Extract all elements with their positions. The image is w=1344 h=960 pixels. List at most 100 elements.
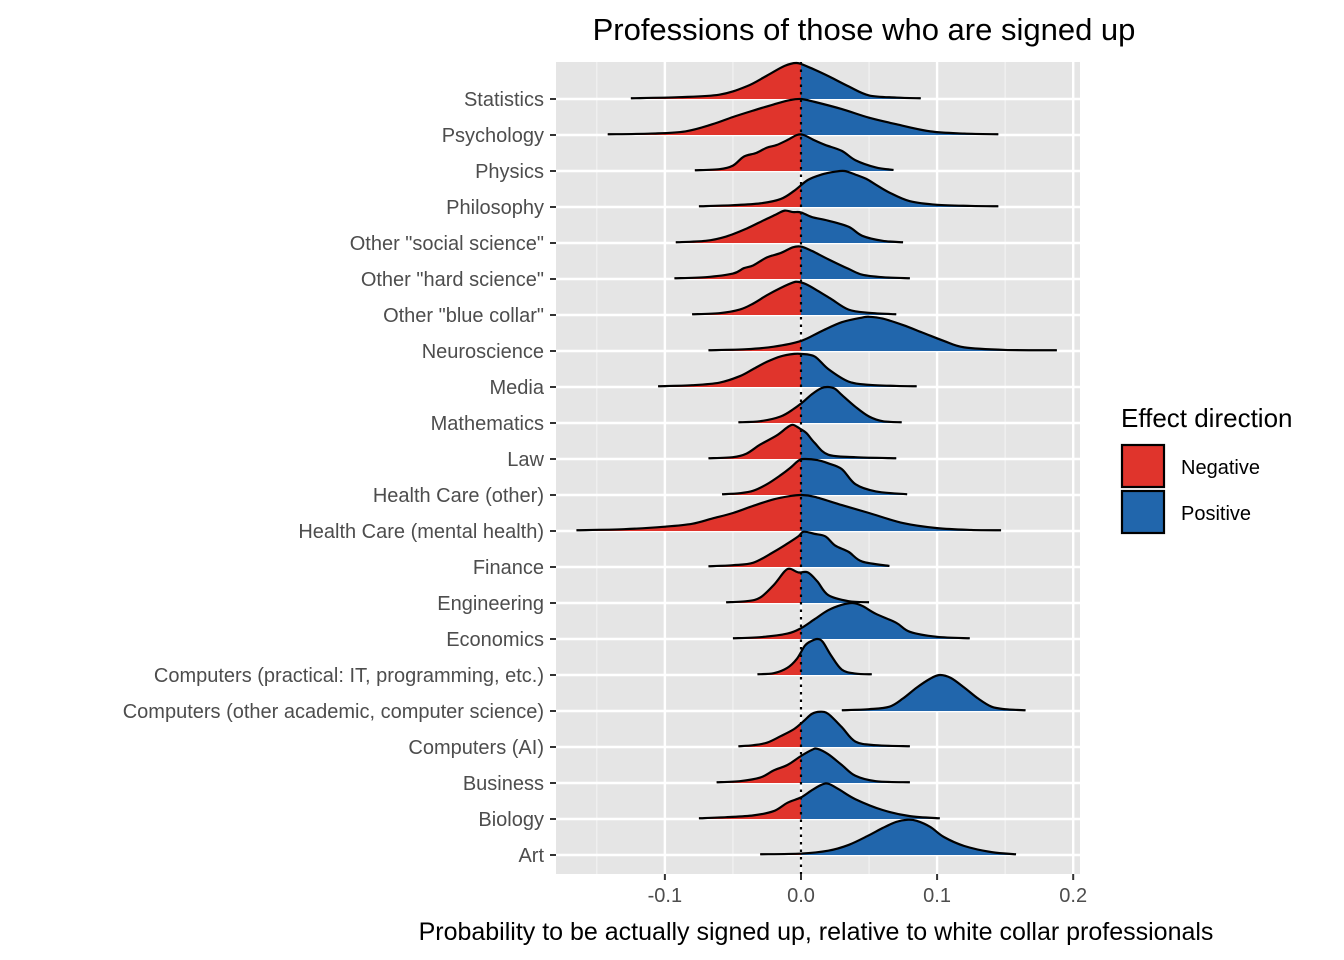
ridge (692, 280, 897, 316)
ridge (576, 493, 1002, 532)
x-tick-label: 0.2 (1059, 885, 1087, 907)
y-tick-label: Other "social science" (350, 233, 544, 255)
ridge-outline (732, 601, 970, 640)
y-tick-label: Philosophy (446, 197, 544, 219)
ridge-outline (708, 423, 897, 460)
ridge-positive-fill (800, 495, 1002, 531)
y-axis: Statistics Psychology Physics Philosophy Oth… (123, 89, 556, 867)
ridge-positive-fill (800, 212, 904, 243)
ridge-outline (841, 673, 1026, 712)
legend-label: Negative (1181, 457, 1260, 479)
y-tick-label: Computers (other academic, computer scie… (123, 701, 544, 723)
ridge-outline (658, 352, 917, 388)
y-tick-label: Finance (473, 557, 544, 579)
ridge-negative-fill (576, 495, 801, 531)
ridge-negative-fill (732, 628, 801, 639)
y-tick-label: Computers (AI) (408, 737, 544, 759)
ridge-positive-fill (800, 531, 890, 567)
ridge-negative-fill (630, 62, 801, 99)
ridge-positive-fill (800, 748, 910, 783)
ridge-positive-fill (800, 282, 897, 315)
ridge-outline (694, 133, 894, 172)
x-tick-label: -0.1 (648, 885, 682, 907)
legend-key (1120, 489, 1166, 535)
ridge-outline (716, 747, 910, 784)
x-tick-label: 0.0 (787, 885, 815, 907)
legend-items: Negative Positive (1120, 443, 1260, 535)
ridge-positive-fill (800, 783, 940, 819)
ridge (708, 423, 897, 460)
ridge (757, 637, 872, 676)
ridge (732, 601, 970, 640)
ridge (726, 567, 870, 604)
y-tick-label: Biology (478, 809, 544, 831)
ridge-negative-fill (708, 340, 801, 351)
ridge-negative-fill (708, 424, 801, 459)
y-tick-label: Other "hard science" (361, 269, 544, 291)
ridge-outline (726, 567, 870, 604)
y-tick-label: Health Care (other) (373, 485, 544, 507)
ridge-positive-fill (800, 170, 999, 207)
ridge (674, 245, 910, 280)
plot-panel (556, 61, 1080, 874)
ridge-positive-fill (800, 64, 921, 99)
y-tick-label: Other "blue collar" (383, 305, 544, 327)
ridge-positive-fill (800, 386, 902, 423)
ridge-outline (708, 530, 890, 568)
x-tick-label: 0.1 (923, 885, 951, 907)
ridge-outline (760, 818, 1017, 856)
ridge-negative-fill (675, 210, 801, 243)
ridge-negative-fill (698, 797, 801, 819)
legend: Effect direction Negative Positive (1120, 403, 1293, 535)
ridge (708, 315, 1057, 352)
ridge (721, 457, 908, 496)
ridge-negative-fill (738, 723, 801, 747)
ridge-positive-fill (800, 353, 917, 387)
ridge-outline (674, 245, 910, 280)
ridge (630, 61, 921, 100)
y-tick-label: Engineering (437, 593, 544, 615)
ridge-outline (576, 493, 1002, 532)
x-axis: -0.1 0.0 0.1 0.2 (648, 874, 1087, 907)
ridge (698, 169, 999, 208)
ridge-negative-fill (716, 756, 801, 783)
ridge (738, 385, 902, 424)
ridge-positive-fill (800, 99, 999, 135)
ridge-outline (721, 457, 908, 496)
y-tick-label: Mathematics (431, 413, 544, 435)
y-tick-label: Business (463, 773, 544, 795)
ridge-positive-fill (800, 246, 910, 279)
ridge-negative-fill (738, 403, 801, 423)
y-tick-label: Computers (practical: IT, programming, e… (154, 665, 544, 687)
ridge-outline (607, 97, 999, 136)
ridge (716, 747, 910, 784)
ridge-positive-fill (841, 674, 1026, 711)
y-tick-label: Media (490, 377, 545, 399)
ridges (576, 61, 1057, 856)
ridge-outline (692, 280, 897, 316)
y-tick-label: Psychology (442, 125, 544, 147)
legend-label: Positive (1181, 503, 1251, 525)
ridge-outline (738, 385, 902, 424)
ridge-positive-fill (800, 571, 870, 603)
ridge-positive-fill (800, 458, 908, 495)
ridge (698, 782, 940, 820)
ridge (694, 133, 894, 172)
ridge-positive-fill (800, 134, 894, 171)
ridge (760, 818, 1017, 856)
ridge (607, 97, 999, 136)
y-tick-label: Statistics (464, 89, 544, 111)
ridge-outline (757, 637, 872, 676)
ridge-negative-fill (726, 568, 801, 603)
ridge (708, 530, 890, 568)
ridge (658, 352, 917, 388)
ridge-negative-fill (722, 459, 801, 495)
ridge (738, 710, 910, 748)
legend-key (1120, 443, 1166, 489)
ridge-negative-fill (694, 134, 801, 171)
ridge-outline (630, 61, 921, 100)
ridge-outline (698, 782, 940, 820)
ridge-outline (698, 169, 999, 208)
y-tick-label: Neuroscience (422, 341, 544, 363)
